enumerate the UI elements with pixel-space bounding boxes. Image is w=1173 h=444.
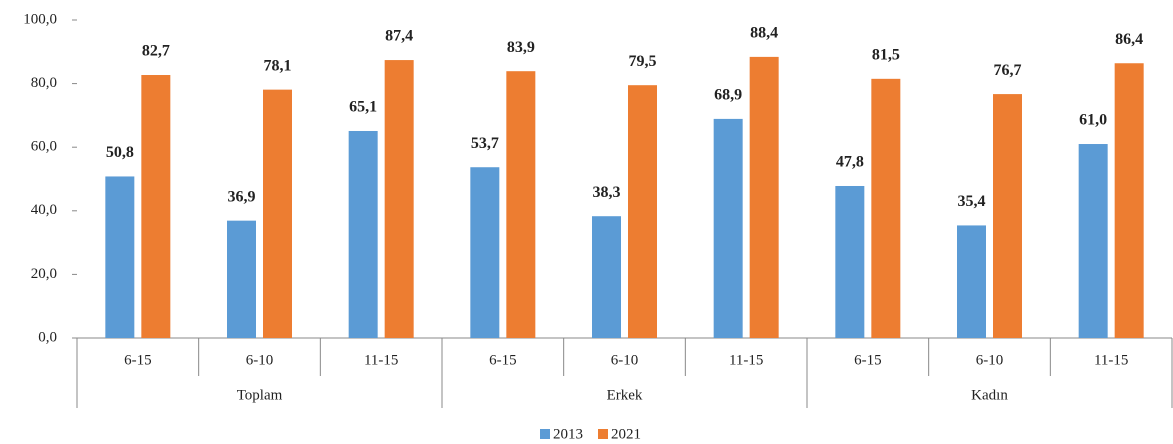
- value-label: 87,4: [385, 28, 413, 45]
- bar: [749, 56, 779, 338]
- x-tick-label: 6-10: [976, 352, 1004, 368]
- group-label: Erkek: [607, 387, 643, 403]
- value-label: 86,4: [1115, 31, 1143, 48]
- bar: [957, 225, 986, 338]
- bar: [628, 85, 657, 338]
- y-tick-label: 80,0: [31, 75, 57, 91]
- bar: [871, 78, 901, 338]
- y-tick-label: 100,0: [23, 11, 57, 27]
- x-tick-label: 6-10: [246, 352, 274, 368]
- value-label: 47,8: [836, 154, 864, 171]
- value-label: 76,7: [994, 62, 1022, 79]
- x-tick-label: 11-15: [1094, 352, 1128, 368]
- bar: [105, 176, 135, 338]
- x-tick-label: 6-15: [124, 352, 152, 368]
- value-label: 68,9: [714, 87, 742, 104]
- legend-swatch: [598, 429, 608, 439]
- x-tick-label: 11-15: [364, 352, 398, 368]
- group-label: Toplam: [237, 387, 283, 403]
- value-label: 61,0: [1079, 112, 1107, 129]
- bar: [384, 60, 414, 339]
- group-label: Kadın: [971, 387, 1008, 403]
- legend-swatch: [540, 429, 550, 439]
- y-tick-label: 20,0: [31, 266, 57, 282]
- value-label: 38,3: [593, 184, 621, 201]
- value-label: 50,8: [106, 144, 134, 161]
- value-label: 88,4: [750, 25, 778, 42]
- legend-label: 2021: [611, 426, 641, 442]
- bar: [227, 220, 256, 338]
- bar: [348, 130, 378, 338]
- value-label: 81,5: [872, 47, 900, 64]
- y-tick-label: 60,0: [31, 139, 57, 155]
- bar: [993, 94, 1022, 339]
- bar: [1078, 144, 1108, 338]
- bar: [141, 75, 171, 338]
- value-label: 65,1: [349, 99, 377, 116]
- legend-label: 2013: [553, 426, 583, 442]
- bar: [592, 216, 621, 338]
- value-label: 78,1: [264, 57, 292, 74]
- x-tick-label: 11-15: [729, 352, 763, 368]
- value-label: 36,9: [228, 188, 256, 205]
- bar: [713, 118, 743, 338]
- bar: [263, 89, 292, 338]
- bar: [506, 71, 536, 338]
- bar: [470, 167, 500, 338]
- y-tick-label: 40,0: [31, 202, 57, 218]
- value-label: 83,9: [507, 39, 535, 56]
- x-tick-label: 6-15: [489, 352, 517, 368]
- value-label: 79,5: [629, 53, 657, 70]
- x-tick-label: 6-15: [854, 352, 882, 368]
- y-tick-label: 0,0: [38, 329, 57, 345]
- value-label: 35,4: [958, 193, 986, 210]
- x-tick-label: 6-10: [611, 352, 639, 368]
- bar: [1114, 63, 1144, 339]
- bar: [835, 185, 865, 338]
- value-label: 82,7: [142, 43, 170, 60]
- value-label: 53,7: [471, 135, 499, 152]
